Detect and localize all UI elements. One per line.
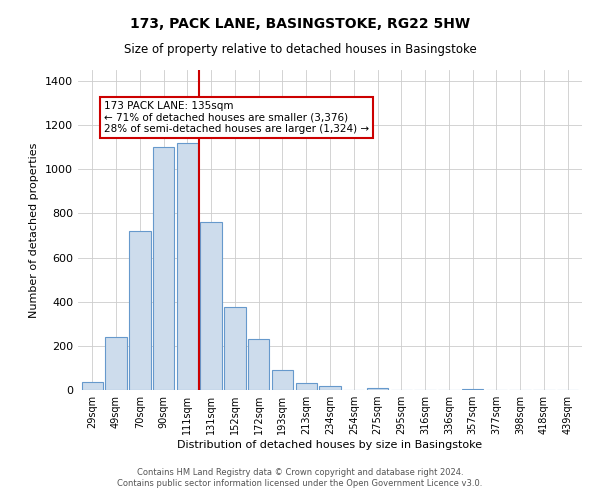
Bar <box>367 388 388 390</box>
Bar <box>82 382 103 390</box>
Text: Contains HM Land Registry data © Crown copyright and database right 2024.
Contai: Contains HM Land Registry data © Crown c… <box>118 468 482 487</box>
Bar <box>224 307 245 390</box>
Bar <box>296 384 317 390</box>
Text: 173 PACK LANE: 135sqm
← 71% of detached houses are smaller (3,376)
28% of semi-d: 173 PACK LANE: 135sqm ← 71% of detached … <box>104 101 369 134</box>
Bar <box>200 222 222 390</box>
Bar <box>176 143 198 390</box>
Bar <box>319 386 341 390</box>
X-axis label: Distribution of detached houses by size in Basingstoke: Distribution of detached houses by size … <box>178 440 482 450</box>
Bar <box>153 147 174 390</box>
Bar <box>248 339 269 390</box>
Bar <box>462 389 484 390</box>
Text: 173, PACK LANE, BASINGSTOKE, RG22 5HW: 173, PACK LANE, BASINGSTOKE, RG22 5HW <box>130 18 470 32</box>
Bar <box>106 337 127 390</box>
Bar <box>129 231 151 390</box>
Y-axis label: Number of detached properties: Number of detached properties <box>29 142 40 318</box>
Text: Size of property relative to detached houses in Basingstoke: Size of property relative to detached ho… <box>124 42 476 56</box>
Bar <box>272 370 293 390</box>
